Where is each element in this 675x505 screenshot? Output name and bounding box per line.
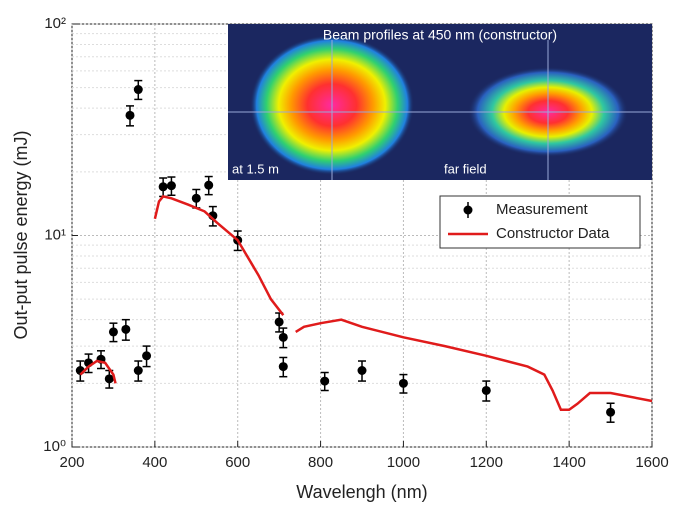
marker xyxy=(166,181,176,191)
x-tick-label: 200 xyxy=(59,454,84,471)
marker xyxy=(357,365,367,375)
marker xyxy=(133,365,143,375)
x-tick-label: 1600 xyxy=(635,454,668,471)
marker xyxy=(108,327,118,337)
x-tick-label: 1400 xyxy=(552,454,585,471)
y-tick-label: 10² xyxy=(44,15,66,32)
marker xyxy=(142,351,152,361)
marker xyxy=(606,407,616,417)
marker xyxy=(320,376,330,386)
marker xyxy=(158,182,168,192)
legend: Measurement Constructor Data xyxy=(439,195,641,249)
x-axis-label: Wavelengh (nm) xyxy=(296,482,427,502)
marker xyxy=(191,193,201,203)
marker xyxy=(121,324,131,334)
marker xyxy=(204,180,214,190)
inset-label: far field xyxy=(444,161,487,176)
x-tick-label: 1000 xyxy=(387,454,420,471)
marker xyxy=(274,317,284,327)
marker xyxy=(278,332,288,342)
marker xyxy=(481,385,491,395)
y-axis-label: Out-put pulse energy (mJ) xyxy=(11,130,31,339)
x-tick-label: 600 xyxy=(225,454,250,471)
inset: Beam profiles at 450 nm (constructor) at… xyxy=(228,24,652,180)
x-tick-label: 1200 xyxy=(470,454,503,471)
marker xyxy=(278,362,288,372)
marker xyxy=(398,378,408,388)
x-tick-label: 400 xyxy=(142,454,167,471)
legend-box xyxy=(439,195,641,249)
legend-swatch xyxy=(463,205,473,215)
legend-label: Constructor Data xyxy=(496,225,610,242)
marker xyxy=(125,110,135,120)
line xyxy=(79,195,653,412)
y-tick-label: 10¹ xyxy=(44,226,66,243)
inset-title: Beam profiles at 450 nm (constructor) xyxy=(323,27,557,43)
legend-label: Measurement xyxy=(496,201,589,218)
y-tick-label: 10⁰ xyxy=(43,438,66,455)
x-tick-label: 800 xyxy=(308,454,333,471)
inset-label: at 1.5 m xyxy=(232,161,279,176)
marker xyxy=(133,85,143,95)
marker xyxy=(104,374,114,384)
